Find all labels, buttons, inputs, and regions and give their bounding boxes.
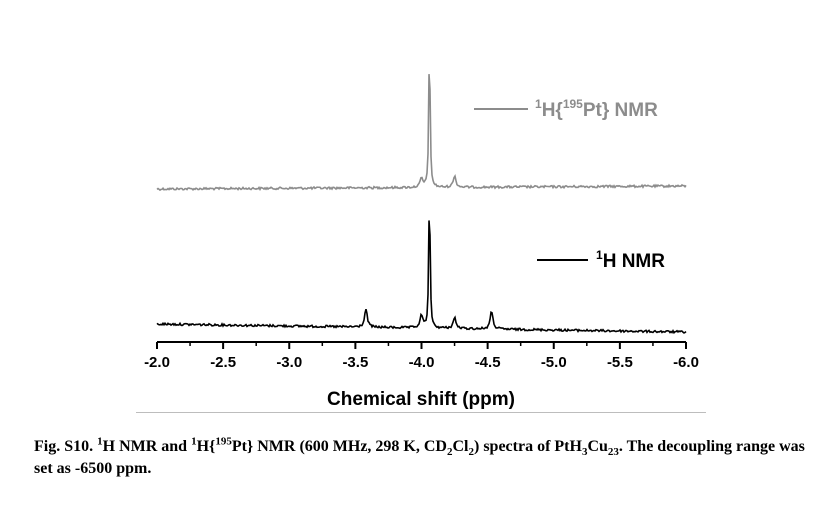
- x-tick-label: -2.0: [144, 354, 170, 371]
- x-tick-label: -3.0: [276, 354, 302, 371]
- x-tick-label: -5.0: [541, 354, 567, 371]
- x-tick-label: -5.5: [607, 354, 633, 371]
- x-tick-label: -4.0: [409, 354, 435, 371]
- x-axis: -2.0 -2.5 -3.0 -3.5 -4.0 -4.5 -5.0 -5.5 -6.0: [144, 341, 699, 371]
- x-tick-label: -4.5: [475, 354, 501, 371]
- spectra-traces: [156, 74, 687, 335]
- legend-gray: 1H{195Pt} NMR: [474, 97, 658, 121]
- legend-gray-label: 1H{195Pt} NMR: [535, 97, 658, 121]
- x-tick-label: -3.5: [342, 354, 368, 371]
- spectrum-trace: [156, 220, 687, 335]
- figure-caption: Fig. S10. 1H NMR and 1H{195Pt} NMR (600 …: [34, 435, 805, 477]
- x-tick-label: -6.0: [673, 354, 699, 371]
- x-axis-title: Chemical shift (ppm): [327, 389, 515, 410]
- legend-black: 1H NMR: [537, 248, 665, 272]
- x-tick-label: -2.5: [210, 354, 236, 371]
- separator-line: [136, 412, 706, 413]
- spectrum-trace: [156, 74, 687, 192]
- legend-black-label: 1H NMR: [596, 248, 665, 272]
- nmr-chart: -2.0 -2.5 -3.0 -3.5 -4.0 -4.5 -5.0 -5.5 -6.0 Che…: [144, 74, 699, 410]
